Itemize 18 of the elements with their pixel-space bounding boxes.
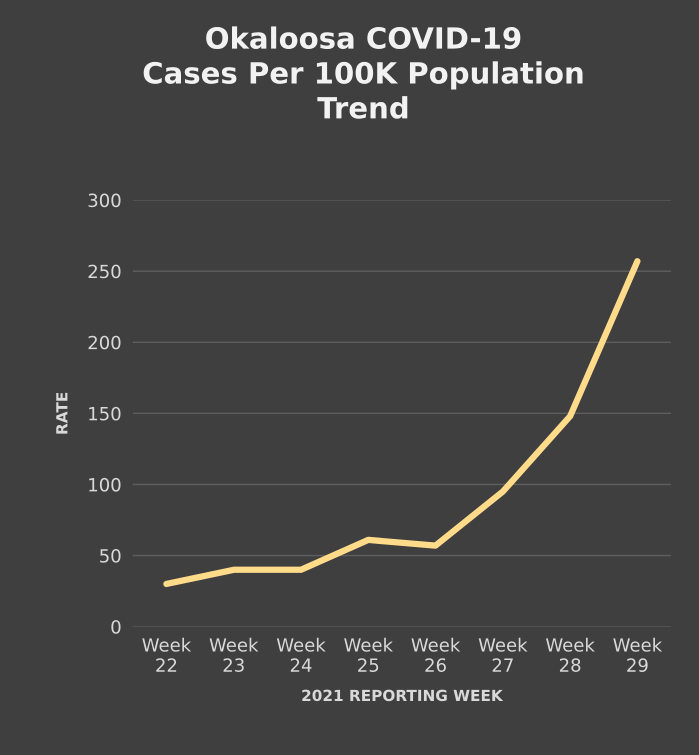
y-tick-label: 50 (100, 549, 120, 563)
x-tick-label: Week 24 (276, 638, 326, 672)
y-tick-label: 150 (89, 406, 120, 420)
x-tick-label: Week 29 (613, 638, 662, 672)
y-tick-label: 250 (88, 264, 120, 278)
y-axis-title: RATE (56, 392, 68, 434)
chart-title: Okaloosa COVID-19 Cases Per 100K Population Trend (144, 26, 582, 119)
y-tick-label: 100 (89, 478, 120, 492)
x-axis-title: 2021 REPORTING WEEK (302, 690, 504, 702)
x-tick-label: Week 23 (210, 638, 258, 672)
y-tick-label: 200 (88, 336, 120, 350)
x-tick-label: Week 27 (478, 638, 528, 672)
x-tick-label: Week 28 (546, 638, 595, 672)
x-tick-label: Week 22 (142, 638, 192, 672)
x-tick-label: Week 26 (411, 638, 460, 672)
y-tick-label: 0 (111, 620, 120, 634)
y-tick-label: 300 (88, 194, 120, 208)
x-tick-label: Week 25 (344, 638, 393, 672)
